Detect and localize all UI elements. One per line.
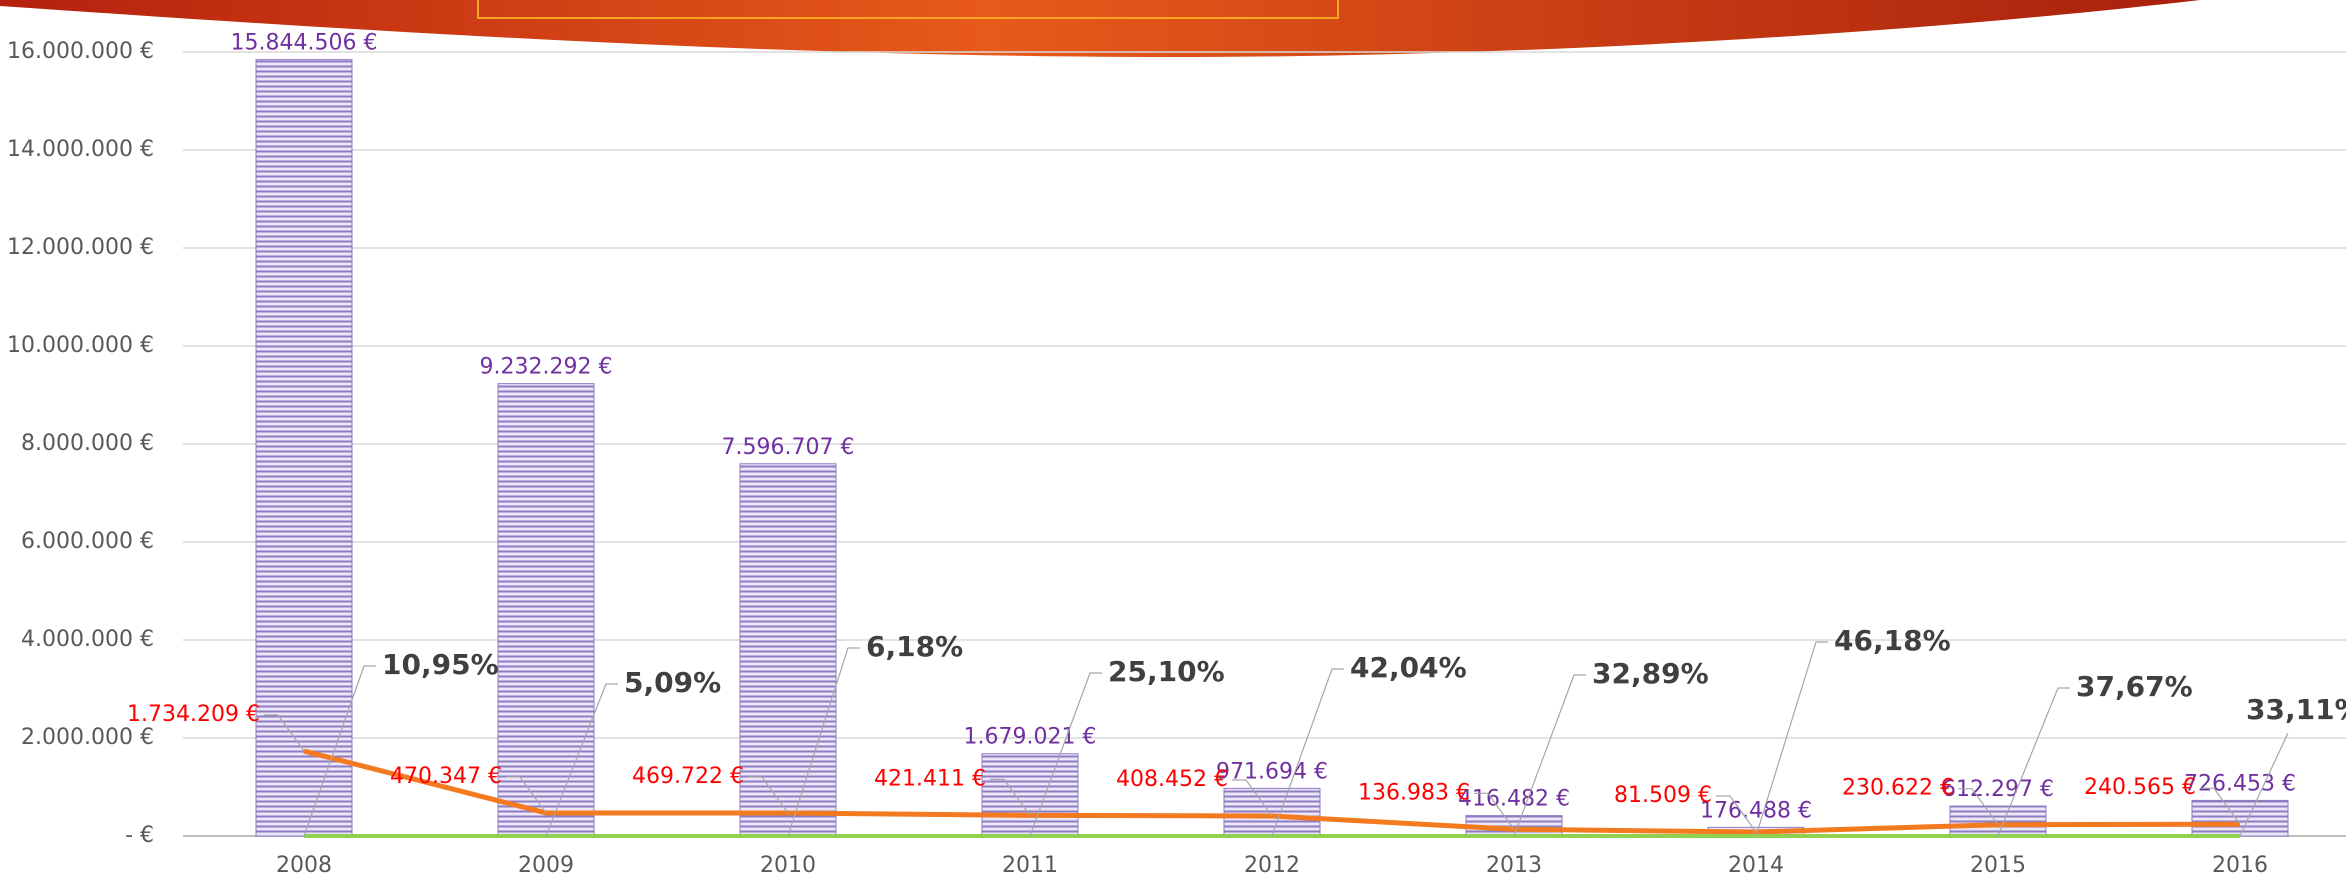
percent-label: 33,11% [2246, 693, 2346, 726]
percent-label: 10,95% [382, 648, 499, 681]
bar-value-label: 612.297 € [1942, 777, 2054, 802]
bar-value-label: 15.844.506 € [231, 31, 378, 56]
y-tick-label: 12.000.000 € [7, 235, 154, 260]
x-tick-label: 2015 [1970, 853, 2026, 878]
y-tick-label: 10.000.000 € [7, 333, 154, 358]
y-tick-label: - € [125, 823, 154, 848]
bar-value-label: 176.488 € [1700, 798, 1812, 823]
x-tick-label: 2011 [1002, 853, 1058, 878]
line-value-label: 408.452 € [1116, 767, 1228, 792]
x-tick-label: 2014 [1728, 853, 1784, 878]
y-tick-label: 8.000.000 € [21, 431, 154, 456]
y-tick-label: 4.000.000 € [21, 627, 154, 652]
y-tick-label: 16.000.000 € [7, 39, 154, 64]
x-tick-label: 2010 [760, 853, 816, 878]
bar [740, 464, 836, 836]
line-value-label: 81.509 € [1614, 783, 1712, 808]
line-value-label: 469.722 € [632, 764, 744, 789]
bar [256, 60, 352, 836]
y-tick-label: 2.000.000 € [21, 725, 154, 750]
percent-label: 37,67% [2076, 670, 2193, 703]
bar-value-label: 1.679.021 € [964, 725, 1097, 750]
percent-label: 42,04% [1350, 651, 1467, 684]
percent-label: 46,18% [1834, 624, 1951, 657]
percent-label: 32,89% [1592, 657, 1709, 690]
bar-value-label: 971.694 € [1216, 759, 1328, 784]
bar [498, 384, 594, 836]
line-value-label: 1.734.209 € [127, 702, 260, 727]
x-tick-label: 2012 [1244, 853, 1300, 878]
percent-label: 5,09% [624, 666, 721, 699]
line-value-label: 240.565 € [2084, 775, 2196, 800]
percent-label: 25,10% [1108, 655, 1225, 688]
line-value-label: 230.622 € [1842, 776, 1954, 801]
bar-value-label: 726.453 € [2184, 771, 2296, 796]
leader-line [1514, 675, 1586, 836]
line-value-label: 470.347 € [390, 764, 502, 789]
line-value-label: 421.411 € [874, 766, 986, 791]
bar [1224, 788, 1320, 836]
bar [1950, 806, 2046, 836]
chart: - € 2.000.000 € 4.000.000 € 6.000.000 € 8.00… [0, 0, 2346, 879]
x-tick-label: 2016 [2212, 853, 2268, 878]
bar [2192, 800, 2288, 836]
bar-value-label: 9.232.292 € [480, 355, 613, 380]
x-tick-label: 2009 [518, 853, 574, 878]
x-tick-label: 2013 [1486, 853, 1542, 878]
x-tick-label: 2008 [276, 853, 332, 878]
percent-label: 6,18% [866, 630, 963, 663]
bar-value-label: 416.482 € [1458, 787, 1570, 812]
bar-value-label: 7.596.707 € [722, 435, 855, 460]
y-tick-label: 14.000.000 € [7, 137, 154, 162]
bar [982, 754, 1078, 836]
y-tick-label: 6.000.000 € [21, 529, 154, 554]
line-value-label: 136.983 € [1358, 780, 1470, 805]
